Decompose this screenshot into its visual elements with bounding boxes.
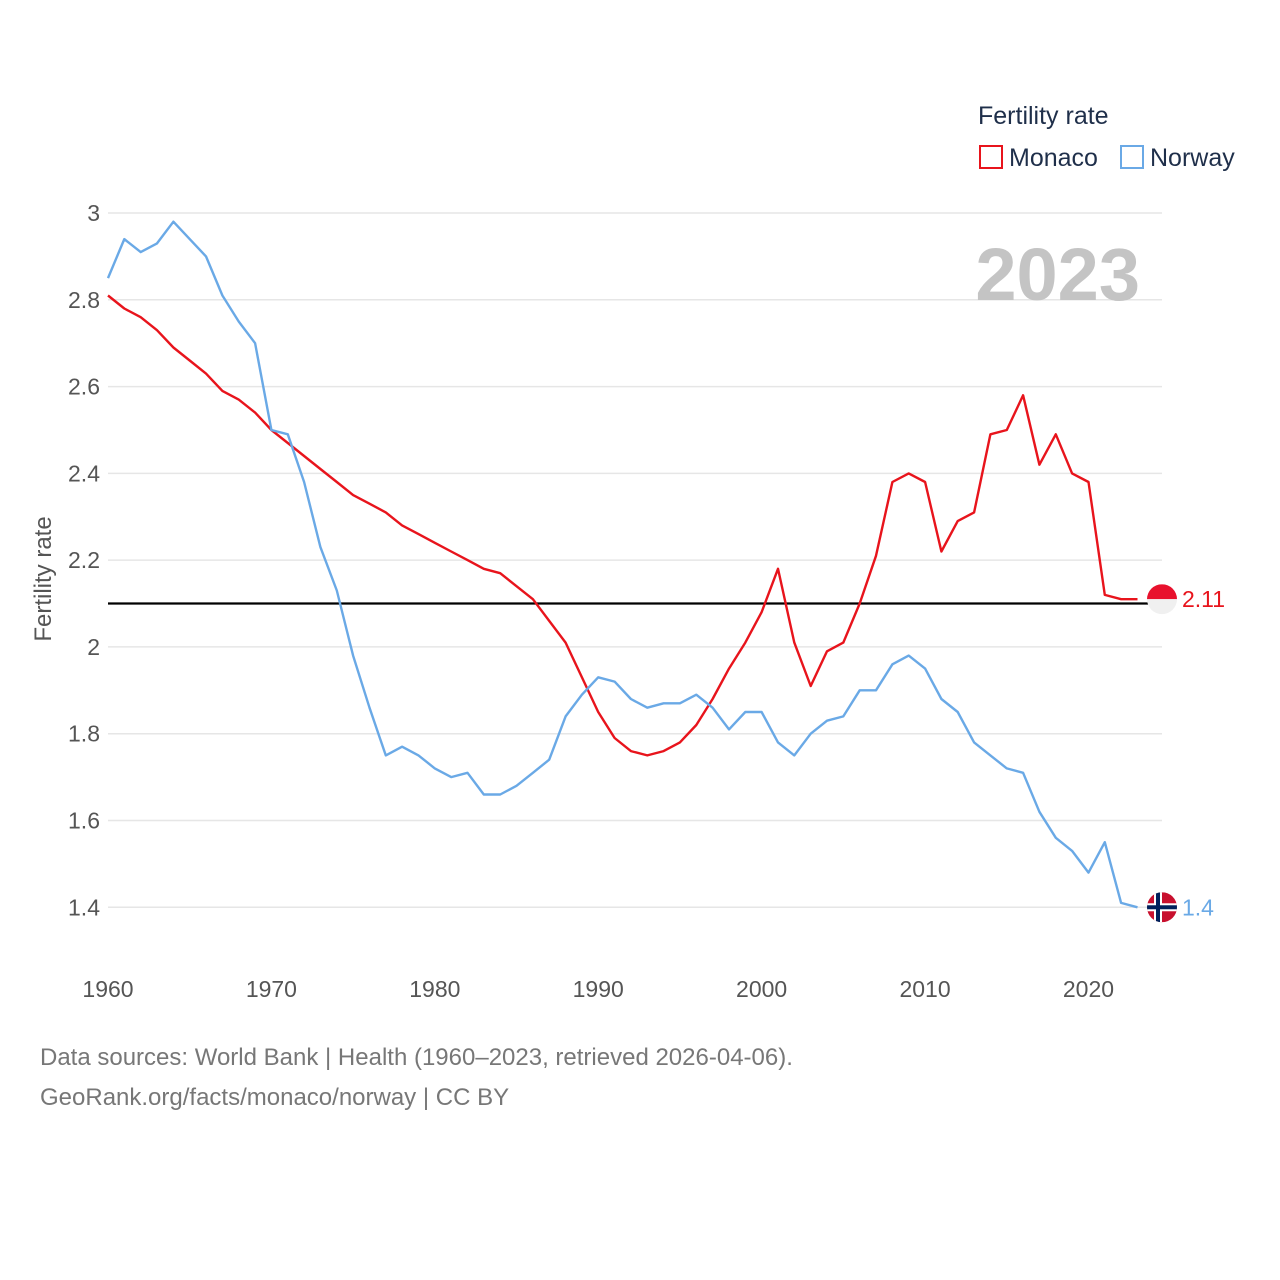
y-tick-label: 1.6 bbox=[68, 807, 100, 833]
y-tick-label: 1.8 bbox=[68, 721, 100, 747]
y-tick-label: 2.6 bbox=[68, 374, 100, 400]
y-tick-label: 2.2 bbox=[68, 547, 100, 573]
x-tick-label: 2020 bbox=[1063, 976, 1114, 1002]
y-axis-label: Fertility rate bbox=[30, 516, 57, 641]
legend-title: Fertility rate bbox=[978, 102, 1109, 130]
legend: Fertility rate Monaco Norway bbox=[978, 102, 1235, 172]
x-tick-label: 2000 bbox=[736, 976, 787, 1002]
end-value-label-monaco: 2.11 bbox=[1182, 586, 1225, 612]
data-sources-note: Data sources: World Bank | Health (1960–… bbox=[40, 1044, 793, 1071]
attribution-link[interactable]: GeoRank.org/facts/monaco/norway | CC BY bbox=[40, 1084, 510, 1111]
y-tick-label: 2 bbox=[87, 634, 100, 660]
x-tick-label: 1980 bbox=[409, 976, 460, 1002]
x-tick-label: 1970 bbox=[246, 976, 297, 1002]
legend-label-monaco[interactable]: Monaco bbox=[1009, 144, 1098, 172]
series-line-norway[interactable] bbox=[106, 220, 1138, 909]
end-markers: 2.11 1.4 bbox=[1147, 584, 1225, 923]
x-axis-ticks: 1960 1970 1980 1990 2000 2010 2020 bbox=[82, 976, 1114, 1002]
x-tick-label: 1960 bbox=[82, 976, 133, 1002]
end-value-label-norway: 1.4 bbox=[1182, 894, 1214, 920]
legend-label-norway[interactable]: Norway bbox=[1150, 144, 1235, 172]
y-tick-label: 3 bbox=[87, 200, 100, 226]
x-tick-label: 2010 bbox=[899, 976, 950, 1002]
y-axis-ticks: 1.4 1.6 1.8 2 2.2 2.4 2.6 2.8 3 bbox=[68, 200, 100, 920]
x-tick-label: 1990 bbox=[573, 976, 624, 1002]
legend-swatch-norway[interactable] bbox=[1120, 145, 1144, 169]
monaco-flag-icon bbox=[1147, 584, 1177, 615]
year-watermark: 2023 bbox=[975, 233, 1140, 316]
y-tick-label: 2.8 bbox=[68, 287, 100, 313]
series-line-monaco[interactable] bbox=[107, 294, 1138, 757]
legend-swatch-monaco[interactable] bbox=[979, 145, 1003, 169]
y-tick-label: 2.4 bbox=[68, 460, 100, 486]
grid-lines bbox=[108, 212, 1162, 909]
norway-flag-icon bbox=[1147, 892, 1177, 923]
y-tick-label: 1.4 bbox=[68, 894, 100, 920]
